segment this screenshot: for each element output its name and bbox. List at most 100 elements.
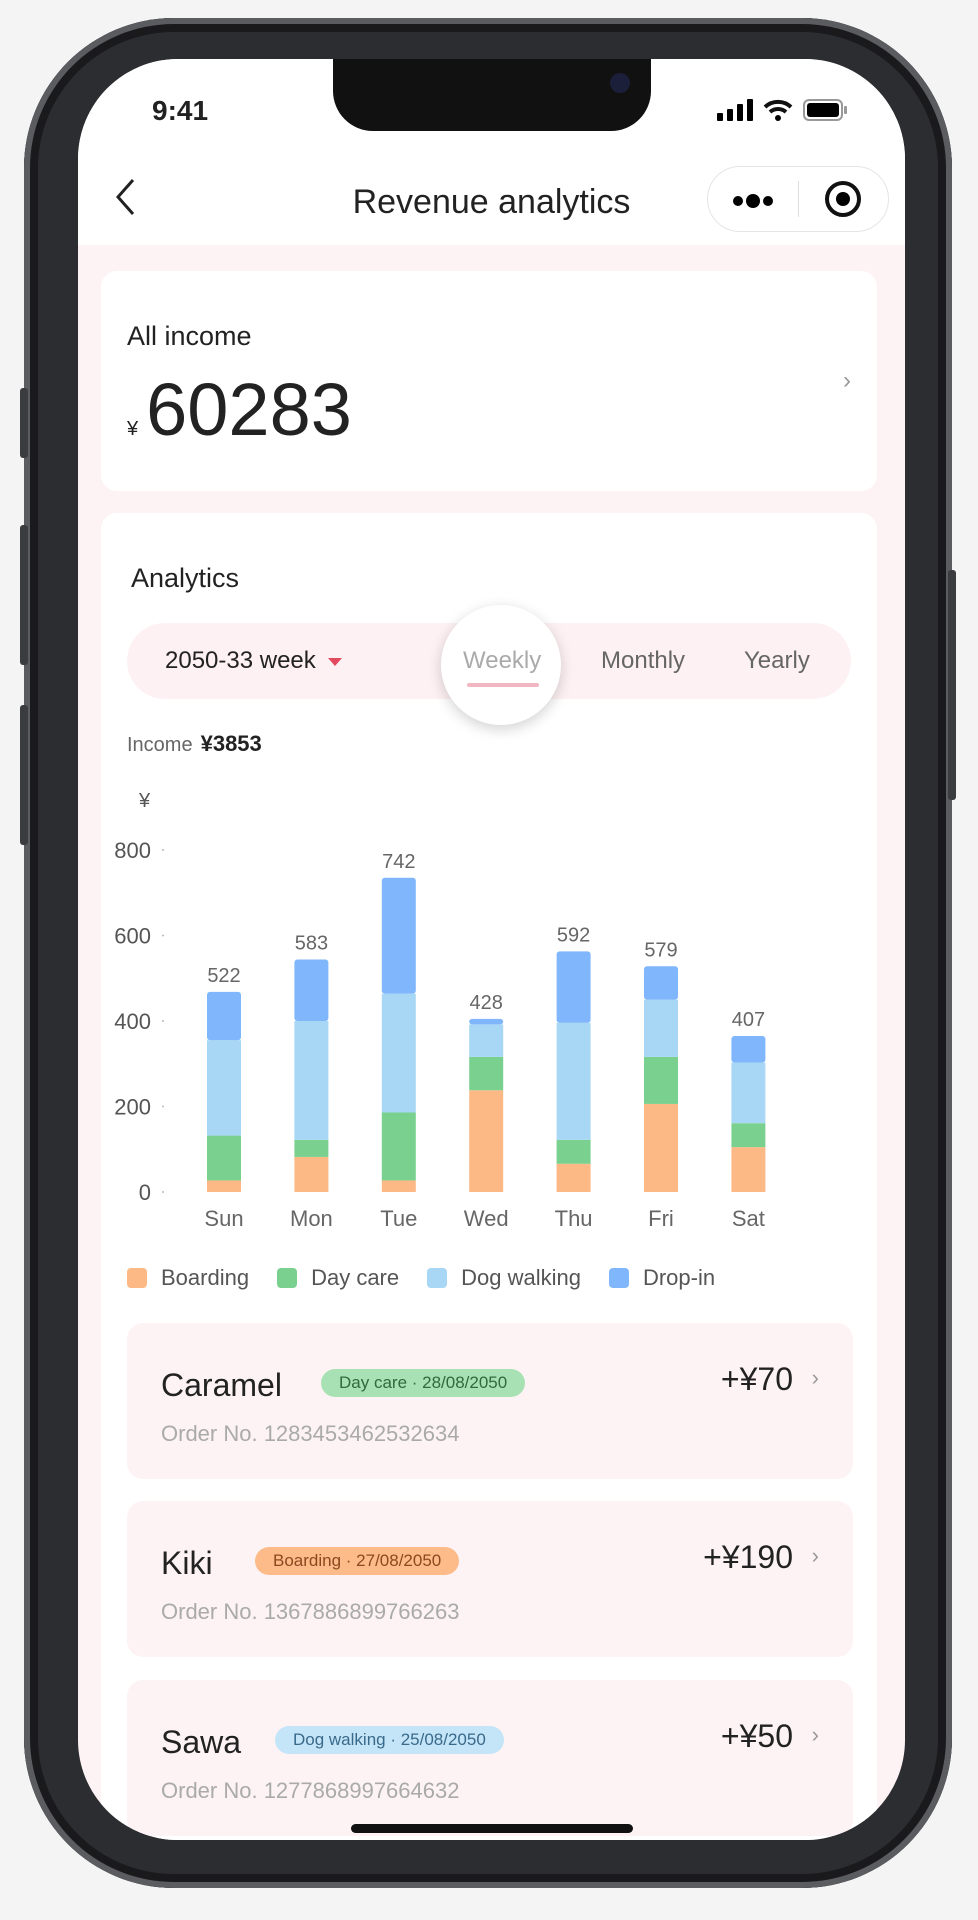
dropdown-triangle-icon bbox=[327, 657, 342, 666]
bar-segment-day-care[interactable] bbox=[207, 1135, 241, 1181]
bar-segment-boarding[interactable] bbox=[731, 1147, 766, 1192]
order-card[interactable]: Kiki Boarding · 27/08/2050 +¥190 › Order No.… bbox=[127, 1501, 853, 1657]
capsule-divider bbox=[797, 181, 799, 217]
legend-item[interactable]: Day care bbox=[277, 1265, 399, 1291]
order-number: Order No. 1277868997664632 bbox=[161, 1778, 460, 1803]
x-tick-label: Wed bbox=[464, 1206, 509, 1231]
bar-segment-boarding[interactable] bbox=[207, 1180, 241, 1192]
chevron-right-icon: › bbox=[843, 367, 851, 394]
order-amount: +¥70 bbox=[720, 1361, 793, 1397]
signal-icon bbox=[717, 99, 753, 121]
bar-segment-boarding[interactable] bbox=[469, 1090, 504, 1192]
x-tick-label: Fri bbox=[648, 1206, 674, 1231]
y-tick-label: 600 bbox=[114, 924, 151, 949]
bar-total-label: 742 bbox=[382, 851, 415, 873]
back-chevron-icon bbox=[115, 179, 135, 215]
y-tick-label: 400 bbox=[114, 1009, 151, 1034]
order-amount: +¥190 bbox=[703, 1539, 793, 1575]
week-dropdown[interactable]: 2050-33 week bbox=[165, 647, 342, 675]
legend-item[interactable]: Boarding bbox=[127, 1265, 249, 1291]
y-tick-mark bbox=[162, 1020, 164, 1022]
service-tag: Day care · 28/08/2050 bbox=[321, 1369, 526, 1397]
y-tick-mark bbox=[162, 849, 164, 851]
y-tick-label: 200 bbox=[114, 1095, 151, 1120]
y-axis-unit: ¥ bbox=[138, 790, 151, 812]
pet-name: Caramel bbox=[161, 1367, 282, 1403]
wifi-icon bbox=[763, 99, 793, 121]
order-card[interactable]: Caramel Day care · 28/08/2050 +¥70 › Order N… bbox=[127, 1323, 853, 1479]
legend-item[interactable]: Dog walking bbox=[427, 1265, 581, 1291]
y-tick-mark bbox=[162, 934, 164, 937]
bar-segment-dog-walking[interactable] bbox=[207, 1040, 241, 1136]
bar-segment-dog-walking[interactable] bbox=[731, 1062, 766, 1124]
page-title: Revenue analytics bbox=[352, 183, 631, 221]
tab-yearly[interactable]: Yearly bbox=[744, 647, 810, 674]
bar-segment-boarding[interactable] bbox=[381, 1180, 416, 1192]
y-tick-label: 800 bbox=[114, 838, 151, 863]
bar-segment-drop-in[interactable] bbox=[644, 966, 678, 1000]
more-button[interactable] bbox=[708, 182, 798, 216]
analytics-title: Analytics bbox=[131, 563, 240, 593]
legend-swatch bbox=[608, 1268, 629, 1288]
x-tick-label: Thu bbox=[555, 1206, 593, 1231]
bar-total-label: 407 bbox=[732, 1009, 765, 1031]
order-amount: +¥50 bbox=[720, 1718, 793, 1754]
bar-segment-day-care[interactable] bbox=[556, 1139, 591, 1164]
bar-segment-day-care[interactable] bbox=[644, 1056, 678, 1104]
bar-segment-drop-in[interactable] bbox=[469, 1018, 504, 1025]
status-time: 9:41 bbox=[152, 95, 209, 126]
bar-segment-drop-in[interactable] bbox=[556, 951, 591, 1023]
bar-segment-boarding[interactable] bbox=[294, 1156, 329, 1192]
bar-segment-day-care[interactable] bbox=[294, 1139, 329, 1157]
legend-swatch bbox=[427, 1268, 448, 1288]
all-income-card[interactable]: All income ¥ 60283 › bbox=[101, 271, 877, 491]
all-income-value: ¥ 60283 bbox=[127, 367, 352, 452]
bar-segment-dog-walking[interactable] bbox=[644, 999, 678, 1057]
home-indicator bbox=[351, 1824, 633, 1833]
order-card[interactable]: Sawa Dog walking · 25/08/2050 +¥50 › Order N… bbox=[127, 1680, 853, 1836]
back-button[interactable] bbox=[114, 177, 136, 227]
bar-segment-boarding[interactable] bbox=[556, 1163, 591, 1192]
bar-segment-dog-walking[interactable] bbox=[381, 993, 416, 1113]
chart-legend: Boarding Day care Dog walking Drop-in bbox=[127, 1265, 715, 1291]
bar-segment-drop-in[interactable] bbox=[381, 877, 416, 994]
mini-program-capsule bbox=[707, 166, 889, 232]
close-button[interactable] bbox=[799, 180, 889, 218]
period-selector: 2050-33 week Weekly Monthly Yearly bbox=[127, 605, 851, 725]
battery-icon bbox=[803, 99, 847, 121]
bar-segment-boarding[interactable] bbox=[644, 1103, 678, 1192]
legend-label: Boarding bbox=[161, 1265, 250, 1290]
tab-monthly[interactable]: Monthly bbox=[601, 647, 686, 674]
legend-swatch bbox=[277, 1268, 298, 1288]
bar-segment-drop-in[interactable] bbox=[294, 959, 329, 1021]
bar-segment-day-care[interactable] bbox=[469, 1056, 504, 1091]
income-amount: 60283 bbox=[146, 368, 352, 451]
y-tick-mark bbox=[162, 1191, 164, 1193]
volume-up-button bbox=[20, 525, 28, 665]
bar-segment-drop-in[interactable] bbox=[731, 1035, 766, 1063]
tab-weekly[interactable]: Weekly bbox=[463, 647, 542, 674]
order-number: Order No. 1367886899766263 bbox=[161, 1599, 460, 1624]
bar-segment-dog-walking[interactable] bbox=[294, 1021, 329, 1140]
legend-item[interactable]: Drop-in bbox=[608, 1265, 715, 1291]
bar-segment-dog-walking[interactable] bbox=[556, 1022, 591, 1140]
income-summary-value: ¥3853 bbox=[200, 731, 262, 756]
bar-segment-dog-walking[interactable] bbox=[469, 1024, 504, 1057]
service-tag: Dog walking · 25/08/2050 bbox=[275, 1726, 504, 1754]
chevron-right-icon: › bbox=[811, 1365, 819, 1390]
order-number: Order No. 1283453462532634 bbox=[161, 1421, 460, 1446]
bar-segment-drop-in[interactable] bbox=[207, 991, 241, 1041]
camera bbox=[610, 73, 630, 93]
status-icons bbox=[717, 99, 847, 121]
bar-segment-day-care[interactable] bbox=[381, 1112, 416, 1181]
service-tag: Boarding · 27/08/2050 bbox=[255, 1547, 460, 1575]
target-icon bbox=[825, 181, 862, 217]
bar-segment-day-care[interactable] bbox=[731, 1123, 766, 1148]
x-tick-label: Mon bbox=[290, 1206, 333, 1231]
income-summary: Income ¥3853 bbox=[127, 731, 262, 757]
volume-down-button bbox=[20, 705, 28, 845]
x-tick-label: Sun bbox=[204, 1206, 243, 1231]
y-tick-mark bbox=[162, 1105, 164, 1108]
bar-total-label: 522 bbox=[207, 965, 240, 987]
screen: 9:41 Revenue analytics All income ¥ 6028… bbox=[78, 59, 905, 1840]
